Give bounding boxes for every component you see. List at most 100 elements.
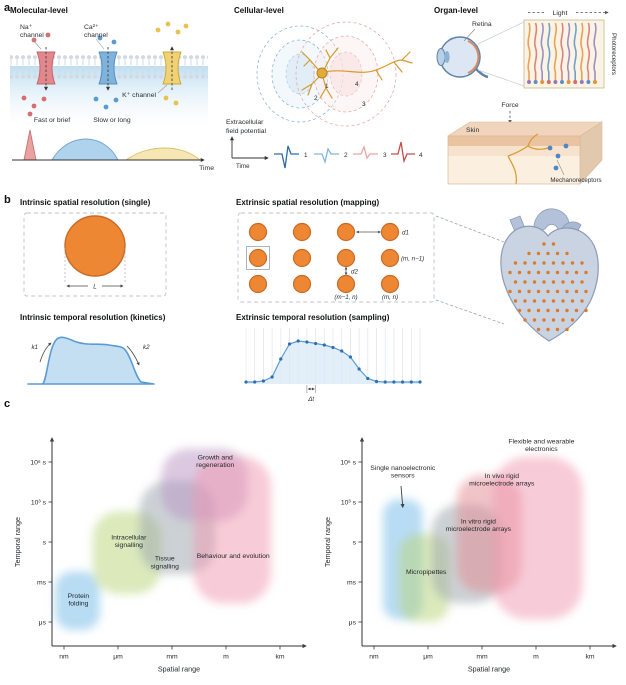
region-label-behaviour-and-evolution: Behaviour and evolution	[197, 553, 270, 560]
electrode-site	[336, 222, 356, 242]
na-channel-label-1: Na⁺	[20, 24, 33, 31]
electrode-site	[292, 222, 312, 242]
grid-label-m-n: (m, n)	[382, 294, 398, 301]
eye-box-connector-top	[477, 21, 525, 45]
region-behaviour-and-evolution	[193, 456, 271, 604]
dt-label: Δt	[307, 396, 314, 403]
x-tick-label: nm	[369, 654, 379, 661]
region-label-in-vivo-rigid-microelectrode-arrays: In vivo rigid microelectrode arrays	[469, 473, 535, 488]
region-label-flexible-and-wearable-electronics: Flexible and wearable electronics	[508, 438, 574, 453]
cellular-level-panel: Cellular-level 1 2 3 4 Extracellular fie…	[226, 6, 423, 170]
electrode-site	[380, 222, 400, 242]
mechanoreceptor-connector	[556, 159, 565, 176]
y-tick-label: 10³ s	[341, 499, 357, 506]
extracellular-label-2: field potential	[226, 128, 267, 135]
resolution-panel: Intrinsic spatial resolution (single) L …	[20, 198, 599, 403]
d1-label: d1	[402, 230, 409, 237]
ca-channel-label-2: channel	[84, 32, 108, 39]
heart-connector-bottom	[435, 299, 505, 325]
sodium-ions	[21, 32, 51, 117]
x-tick-label: μm	[423, 654, 433, 661]
electrode-site	[380, 274, 400, 294]
electrode-site	[248, 274, 268, 294]
slow-or-long-label: Slow or long	[93, 117, 131, 124]
skin-block	[446, 121, 604, 185]
mechanoreceptor-dots	[547, 143, 569, 171]
trace-1-label: 1	[304, 152, 308, 159]
panel-b-label: b	[4, 194, 11, 206]
y-tick-label: μs	[349, 619, 357, 626]
fast-or-brief-label: Fast or brief	[34, 117, 70, 124]
extracellular-label-1: Extracellular	[226, 119, 264, 126]
skin-label: Skin	[466, 127, 479, 134]
x-tick-label: μm	[113, 654, 123, 661]
x-tick-label: m	[533, 654, 539, 661]
potassium-ions	[155, 21, 189, 106]
light-label: Light	[553, 10, 568, 17]
sampled-curve	[244, 339, 422, 384]
ca-channel-icon	[98, 47, 118, 91]
nerve-fibres	[507, 133, 549, 185]
extrinsic-spatial-title: Extrinsic spatial resolution (mapping)	[236, 198, 379, 207]
slow-trace	[51, 138, 119, 161]
L-label: L	[93, 284, 97, 291]
intrinsic-spatial-title: Intrinsic spatial resolution (single)	[20, 198, 151, 207]
region-label-in-vitro-rigid-microelectrode-arrays: In vitro rigid microelectrode arrays	[446, 518, 512, 533]
fast-trace	[14, 129, 37, 161]
time-axis-label: Time	[199, 165, 214, 172]
k2-label: k2	[143, 344, 150, 351]
na-channel-label-2: channel	[20, 32, 44, 39]
x-tick-label: km	[585, 654, 594, 661]
molecular-title: Molecular-level	[10, 6, 68, 15]
long-trace	[124, 147, 202, 161]
ca-channel-label-1: Ca²⁺	[84, 24, 99, 31]
molecular-level-panel: Molecular-level	[10, 6, 214, 172]
electrode-site	[336, 248, 356, 268]
x-tick-label: mm	[476, 654, 488, 661]
k-channel-icon	[162, 46, 182, 90]
y-tick-label: s	[353, 539, 357, 546]
photoreceptor-strands	[527, 22, 597, 84]
na-label-connector	[31, 38, 42, 50]
trace-2	[314, 147, 339, 165]
region-flexible-and-wearable-electronics	[492, 456, 583, 620]
trace-3	[353, 145, 378, 160]
x-tick-label: m	[223, 654, 229, 661]
negative-field-contours	[256, 25, 344, 123]
region-label-intracellular-signalling: Intracellular signalling	[111, 534, 147, 549]
ca-label-connector	[95, 38, 105, 50]
x-axis-title: Spatial range	[158, 665, 200, 674]
region-label-micropipettes: Micropipettes	[406, 569, 447, 576]
unit-cell-highlight	[246, 246, 270, 270]
annotation-arrow-single-nanoelectronic-sensors	[400, 485, 405, 509]
cellular-title: Cellular-level	[234, 6, 284, 15]
region-protein-folding	[55, 571, 100, 630]
region-label-growth-and-regeneration: Growth and regeneration	[196, 454, 234, 469]
electrode-site	[292, 248, 312, 268]
organ-title: Organ-level	[434, 6, 478, 15]
trace-4	[391, 141, 415, 164]
y-tick-label: 10⁶ s	[30, 459, 46, 466]
organ-level-panel: Organ-level Retina Light Photoreceptors …	[434, 6, 617, 185]
grid-label-m-1-n: (m−1, n)	[334, 294, 357, 301]
field-marker-2: 2	[314, 95, 318, 102]
k-channel-label: K⁺ channel	[122, 92, 156, 99]
y-tick-label: ms	[347, 579, 357, 586]
trace-1	[274, 145, 299, 169]
panel-c-label: c	[4, 398, 11, 410]
na-channel-icon	[36, 47, 56, 91]
y-axis-title: Temporal range	[13, 517, 22, 567]
calcium-ions	[93, 35, 119, 110]
panel-a-label: a	[4, 2, 11, 14]
photoreceptors-label: Photoreceptors	[610, 33, 617, 75]
time-axis-label: Time	[236, 163, 250, 170]
k2-arrow	[126, 345, 140, 366]
y-tick-label: ms	[37, 579, 47, 586]
eye-box-connector-bottom	[477, 69, 525, 87]
trace-3-label: 3	[383, 152, 387, 159]
k-label-connector	[157, 84, 168, 94]
x-tick-label: km	[275, 654, 284, 661]
x-tick-label: mm	[166, 654, 178, 661]
